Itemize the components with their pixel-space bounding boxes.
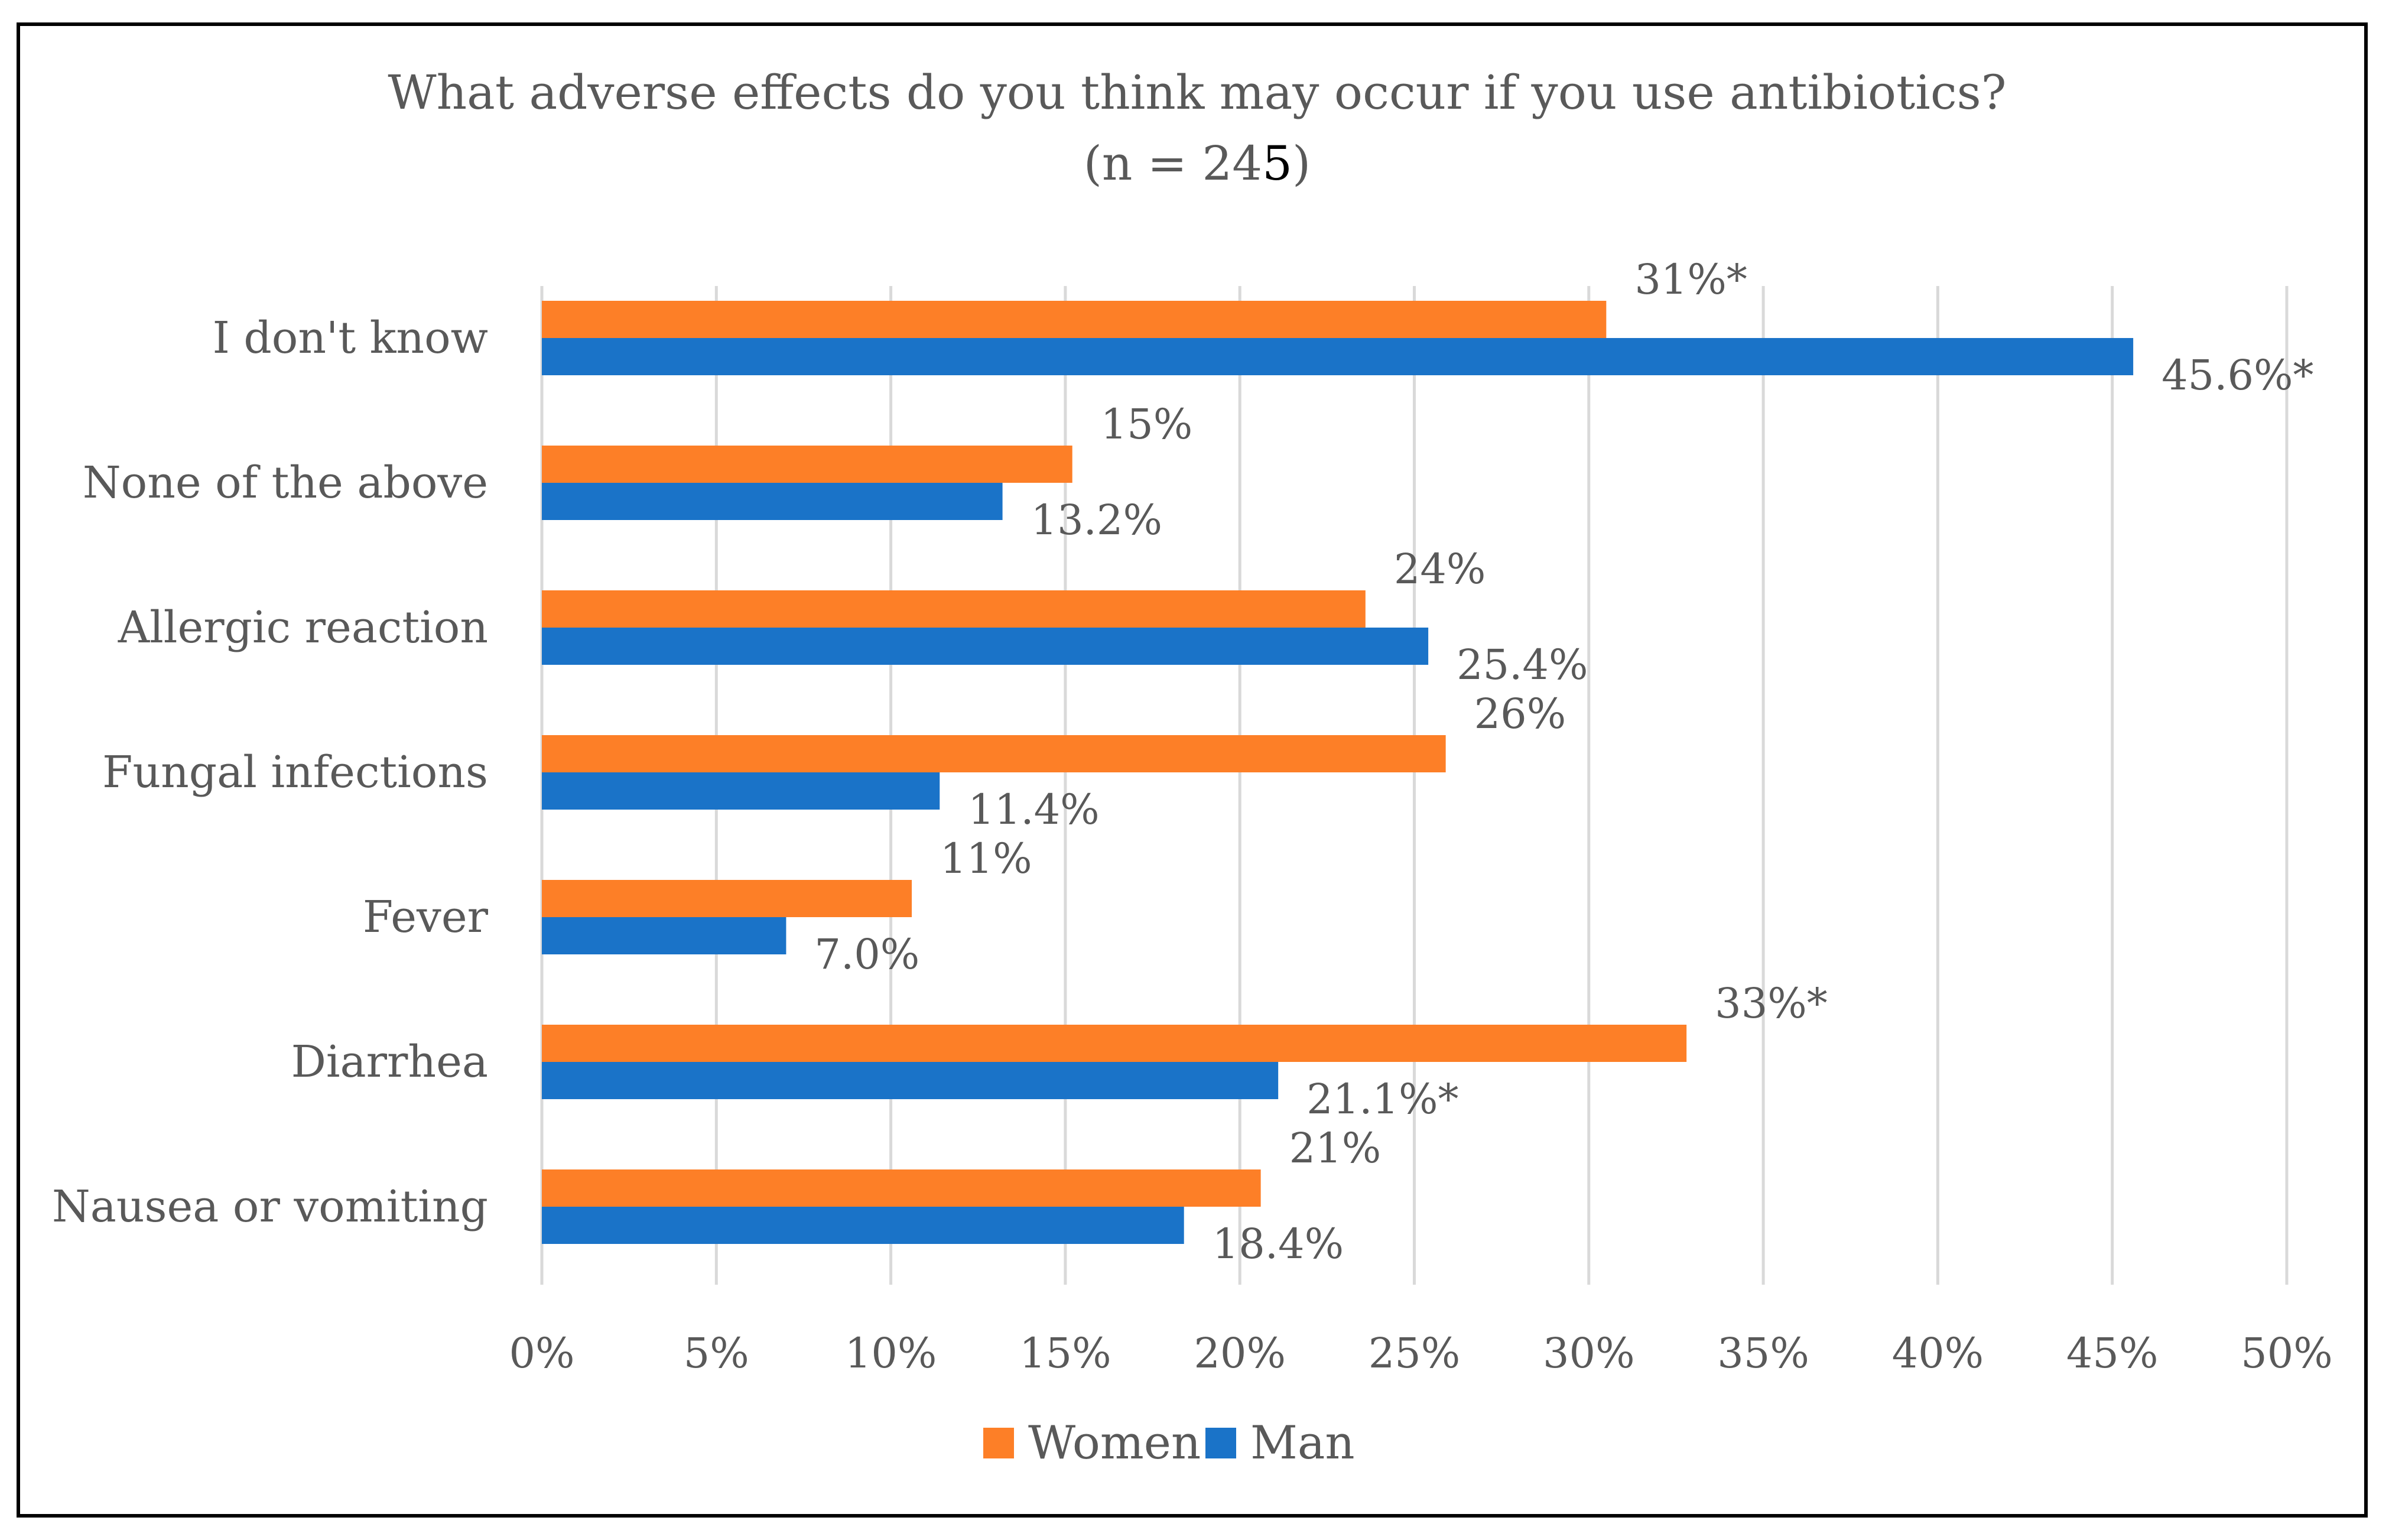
subtitle-part-3: )	[1292, 136, 1311, 191]
bar-man-fever	[542, 917, 786, 954]
bar-man-diarrhea	[542, 1062, 1279, 1099]
data-label-man-none-of-the-above: 13.2%	[1031, 496, 1162, 544]
bar-women-none-of-the-above	[542, 446, 1072, 483]
chart-frame: What adverse effects do you think may oc…	[17, 22, 2368, 1518]
category-label-nausea-or-vomiting: Nausea or vomiting	[52, 1181, 488, 1232]
category-label-i-don-t-know: I don't know	[213, 313, 488, 363]
bar-chart: What adverse effects do you think may oc…	[52, 65, 2333, 1470]
data-label-man-diarrhea: 21.1%*	[1306, 1075, 1458, 1123]
bar-man-fungal-infections	[542, 772, 940, 810]
x-tick-label: 0%	[509, 1329, 574, 1377]
x-tick-label: 40%	[1892, 1329, 1984, 1377]
x-tick-label: 25%	[1369, 1329, 1461, 1377]
category-label-diarrhea: Diarrhea	[291, 1037, 488, 1087]
x-tick-label: 15%	[1019, 1329, 1111, 1377]
data-label-man-allergic-reaction: 25.4%	[1457, 641, 1588, 689]
legend-swatch-women	[983, 1428, 1014, 1458]
category-labels: I don't know None of the above Allergic re…	[52, 313, 489, 1232]
legend-label-women: Women	[1028, 1416, 1201, 1470]
x-tick-label: 50%	[2241, 1329, 2333, 1377]
bar-man-nausea-or-vomiting	[542, 1207, 1184, 1244]
data-label-man-i-don-t-know: 45.6%*	[2162, 351, 2313, 399]
subtitle-part-1: (n = 24	[1084, 136, 1262, 191]
data-label-women-i-don-t-know: 31%*	[1634, 255, 1747, 304]
data-label-man-fungal-infections: 11.4%	[968, 785, 1099, 834]
x-tick-label: 30%	[1543, 1329, 1635, 1377]
category-label-fever: Fever	[363, 892, 489, 943]
legend-swatch-man	[1205, 1428, 1236, 1458]
bar-man-allergic-reaction	[542, 628, 1429, 665]
category-label-allergic-reaction: Allergic reaction	[118, 602, 488, 653]
x-tick-label: 45%	[2066, 1329, 2159, 1377]
data-label-women-allergic-reaction: 24%	[1394, 545, 1486, 593]
data-label-women-none-of-the-above: 15%	[1101, 400, 1193, 449]
chart-subtitle: (n = 245)	[1084, 136, 1311, 191]
x-tick-label: 5%	[684, 1329, 749, 1377]
x-axis-ticks: 0% 5% 10% 15% 20% 25% 30% 35% 40% 45% 50%	[509, 1329, 2332, 1377]
x-tick-label: 10%	[845, 1329, 937, 1377]
data-label-women-nausea-or-vomiting: 21%	[1289, 1124, 1382, 1172]
bar-women-diarrhea	[542, 1025, 1687, 1062]
bar-man-i-don-t-know	[542, 338, 2134, 375]
category-label-none-of-the-above: None of the above	[83, 457, 488, 508]
legend-label-man: Man	[1250, 1416, 1355, 1470]
legend: Women Man	[983, 1416, 1355, 1470]
bar-women-i-don-t-know	[542, 301, 1607, 338]
bar-women-fungal-infections	[542, 735, 1446, 772]
data-label-man-nausea-or-vomiting: 18.4%	[1213, 1220, 1344, 1268]
bar-women-nausea-or-vomiting	[542, 1169, 1261, 1207]
subtitle-part-2: 5	[1262, 136, 1292, 191]
data-label-women-diarrhea: 33%*	[1715, 979, 1828, 1028]
chart-title: What adverse effects do you think may oc…	[388, 65, 2006, 120]
x-tick-label: 20%	[1194, 1329, 1286, 1377]
category-label-fungal-infections: Fungal infections	[102, 747, 488, 798]
x-tick-label: 35%	[1717, 1329, 1809, 1377]
data-label-man-fever: 7.0%	[814, 930, 919, 979]
bar-women-allergic-reaction	[542, 590, 1366, 628]
data-label-women-fungal-infections: 26%	[1474, 690, 1566, 738]
bars	[542, 301, 2134, 1244]
data-labels: 31%* 45.6%* 15% 13.2% 24% 25.4%26% 11.4%11% 7.0…	[814, 255, 2313, 1268]
bar-man-none-of-the-above	[542, 483, 1003, 520]
bar-women-fever	[542, 880, 912, 917]
data-label-women-fever: 11%	[940, 834, 1032, 883]
